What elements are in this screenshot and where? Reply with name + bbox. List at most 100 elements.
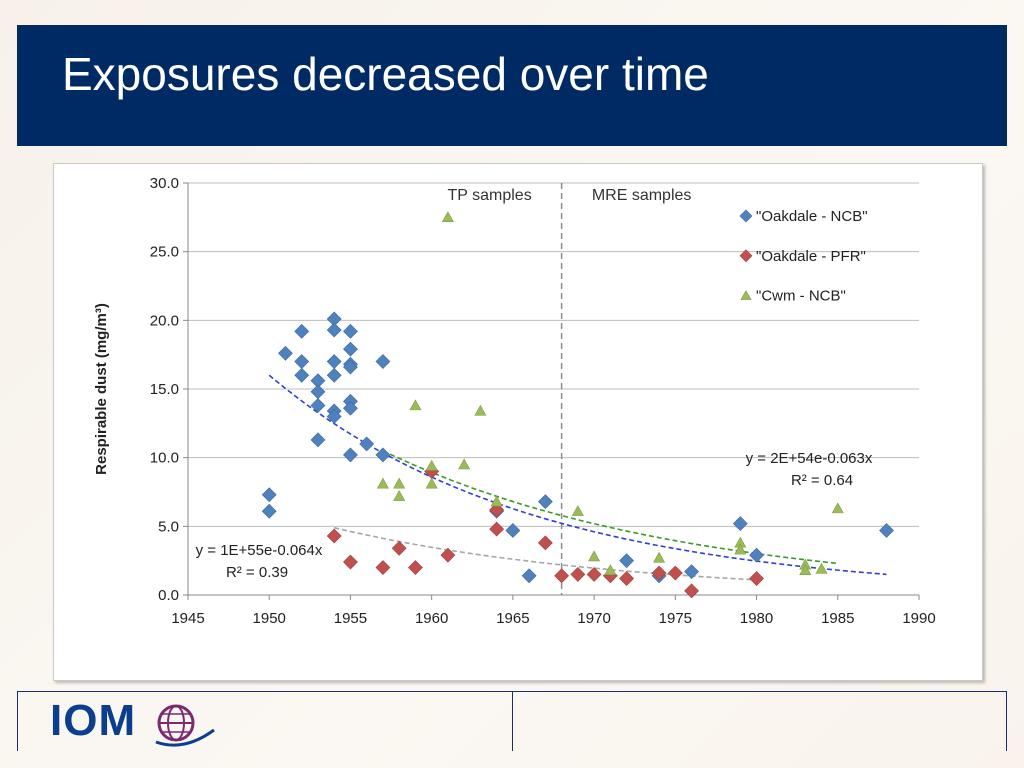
data-point-cwm-ncb [734, 543, 747, 555]
data-point-oakdale-pfr [651, 565, 667, 581]
data-point-oakdale-pfr [684, 583, 700, 599]
y-tick-label: 20.0 [150, 312, 179, 329]
data-point-oakdale-pfr [749, 571, 764, 586]
data-point-oakdale-ncb [326, 354, 342, 369]
x-tick-label: 1950 [253, 610, 286, 627]
x-tick-label: 1990 [902, 610, 935, 627]
data-point-oakdale-pfr [375, 560, 391, 575]
data-point-cwm-ncb [571, 505, 584, 516]
data-point-cwm-ncb [393, 477, 406, 489]
data-point-cwm-ncb [588, 550, 601, 562]
data-point-cwm-ncb [799, 564, 812, 575]
data-point-oakdale-ncb [732, 516, 748, 532]
x-tick-label: 1980 [740, 610, 773, 627]
equation-ncb: y = 2E+54e-0.063x [746, 450, 873, 467]
footer-mid-border [512, 691, 513, 751]
x-tick-label: 1945 [171, 610, 204, 627]
data-point-oakdale-ncb [310, 398, 326, 413]
y-tick-label: 30.0 [150, 175, 179, 192]
points-layer [261, 211, 894, 599]
legend-item-cwm-ncb: "Cwm - NCB" [740, 288, 846, 305]
footer-left-border [17, 691, 18, 751]
data-point-cwm-ncb [815, 562, 828, 574]
data-point-cwm-ncb [441, 211, 454, 223]
legend-item-oakdale-ncb: "Oakdale - NCB" [739, 208, 868, 225]
data-point-oakdale-pfr [619, 571, 635, 586]
data-point-cwm-ncb [376, 477, 389, 489]
y-tick-label: 10.0 [150, 450, 179, 467]
data-point-oakdale-pfr [391, 540, 407, 556]
legend-marker-oakdale-pfr [739, 249, 753, 263]
data-point-oakdale-pfr [667, 565, 683, 581]
y-tick-label: 5.0 [158, 518, 179, 535]
data-point-oakdale-pfr [489, 502, 505, 518]
axis-layer: 0.0 5.0 10.0 15.0 20.0 25.0 30.0 1945 1950 1955 19… [150, 175, 936, 627]
data-point-oakdale-pfr [570, 566, 586, 582]
x-tick-label: 1970 [577, 610, 610, 627]
equation-pfr: y = 1E+55e-0.064x [196, 542, 323, 559]
data-point-oakdale-ncb [278, 345, 293, 361]
data-point-oakdale-ncb [879, 523, 894, 538]
scatter-chart: TP samples MRE samples 0.0 5.0 10.0 15.0 20.… [93, 175, 936, 627]
data-point-oakdale-ncb [294, 323, 310, 339]
data-point-oakdale-ncb [749, 547, 764, 563]
logo-text: IOM [50, 696, 137, 745]
divider-layer: TP samples MRE samples [448, 183, 692, 595]
y-tick-label: 25.0 [150, 244, 179, 261]
trendline-oakdale-ncb [268, 374, 887, 576]
legend-marker-cwm-ncb [740, 289, 752, 300]
data-point-oakdale-ncb [310, 384, 326, 400]
legend-label-oakdale-ncb: "Oakdale - NCB" [756, 208, 868, 225]
data-point-oakdale-ncb [619, 553, 635, 569]
data-point-oakdale-ncb [343, 359, 358, 375]
x-tick-label: 1965 [496, 610, 529, 627]
data-point-oakdale-ncb [359, 436, 375, 452]
data-point-oakdale-pfr [407, 560, 423, 575]
mre-samples-label: MRE samples [592, 187, 692, 204]
legend-marker-oakdale-ncb [739, 209, 753, 223]
legend-label-cwm-ncb: "Cwm - NCB" [756, 288, 846, 305]
data-point-oakdale-ncb [261, 487, 277, 503]
title-bar: Exposures decreased over time [17, 25, 1007, 146]
data-point-cwm-ncb [831, 502, 844, 514]
data-point-oakdale-ncb [343, 447, 358, 463]
trend-annotation-pfr: y = 1E+55e-0.064x R² = 0.39 [196, 542, 323, 581]
data-point-oakdale-pfr [343, 554, 358, 570]
data-point-cwm-ncb [393, 490, 406, 501]
data-point-oakdale-pfr [440, 547, 456, 563]
r2-pfr: R² = 0.39 [226, 564, 288, 581]
data-point-oakdale-ncb [343, 400, 358, 416]
y-tick-label: 15.0 [150, 381, 179, 398]
legend-label-oakdale-pfr: "Oakdale - PFR" [756, 248, 866, 265]
iom-logo: IOM [50, 696, 230, 748]
data-point-oakdale-ncb [521, 568, 537, 584]
data-point-oakdale-ncb [343, 323, 358, 339]
chart-container: TP samples MRE samples 0.0 5.0 10.0 15.0 20.… [53, 163, 983, 681]
tp-samples-label: TP samples [448, 187, 532, 204]
chart-legend: "Oakdale - NCB" "Oakdale - PFR" "Cwm - N… [739, 208, 868, 305]
data-point-oakdale-ncb [343, 341, 358, 357]
data-point-oakdale-pfr [537, 535, 553, 551]
data-point-oakdale-pfr [554, 568, 570, 584]
data-point-oakdale-ncb [294, 367, 310, 383]
data-point-oakdale-ncb [375, 354, 391, 369]
data-point-oakdale-pfr [586, 566, 602, 582]
data-point-oakdale-ncb [261, 503, 277, 519]
grid-layer [188, 182, 919, 596]
data-point-cwm-ncb [425, 459, 438, 471]
data-point-cwm-ncb [409, 399, 422, 411]
trendline-cwm-ncb [382, 450, 838, 565]
footer-right-border [1006, 691, 1007, 751]
data-point-cwm-ncb [604, 564, 617, 575]
trendline-oakdale-pfr [334, 526, 757, 581]
data-point-oakdale-ncb [505, 523, 521, 538]
data-point-cwm-ncb [425, 477, 438, 489]
x-tick-label: 1955 [334, 610, 367, 627]
y-axis-label: Respirable dust (mg/m³) [93, 303, 110, 475]
y-tick-label: 0.0 [158, 587, 179, 604]
x-tick-label: 1960 [415, 610, 448, 627]
data-point-oakdale-ncb [326, 322, 342, 338]
data-point-oakdale-ncb [684, 564, 700, 580]
data-point-oakdale-ncb [375, 447, 391, 463]
x-tick-label: 1985 [821, 610, 854, 627]
